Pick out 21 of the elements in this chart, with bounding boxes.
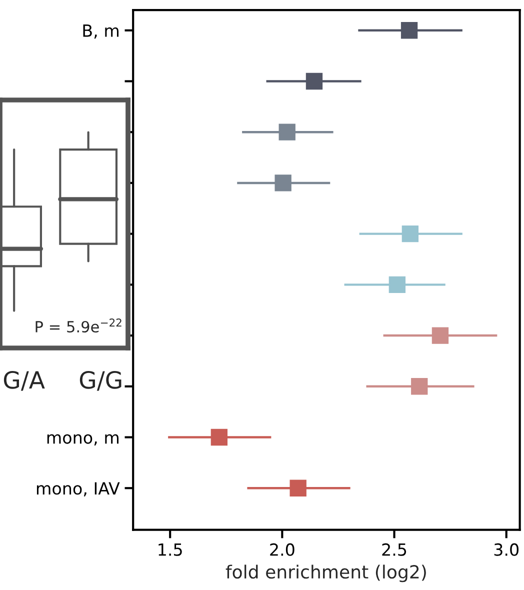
point bbox=[402, 225, 419, 242]
text: G/G bbox=[80, 370, 122, 391]
point bbox=[290, 480, 306, 496]
text: G/A bbox=[4, 370, 45, 391]
point bbox=[274, 174, 292, 192]
x-tick-label: 2.5 bbox=[382, 543, 406, 556]
point bbox=[210, 428, 228, 446]
x-axis-title: fold enrichment (log2) bbox=[226, 564, 426, 582]
x-tick-label: 1.5 bbox=[158, 544, 182, 556]
text: P = 5.9e$^{−22}$ bbox=[36, 318, 122, 333]
y-tick-label: mono, IAV bbox=[36, 482, 120, 496]
y-tick-label: B, m bbox=[83, 24, 118, 39]
point bbox=[432, 327, 449, 344]
point bbox=[400, 22, 418, 39]
x-tick-label: 2.0 bbox=[270, 543, 294, 556]
point bbox=[411, 378, 428, 395]
y-tick-label: mono, m bbox=[47, 434, 118, 446]
point bbox=[278, 124, 296, 140]
point bbox=[388, 276, 406, 294]
x-tick-label: 3.0 bbox=[494, 543, 519, 556]
point bbox=[306, 72, 323, 90]
